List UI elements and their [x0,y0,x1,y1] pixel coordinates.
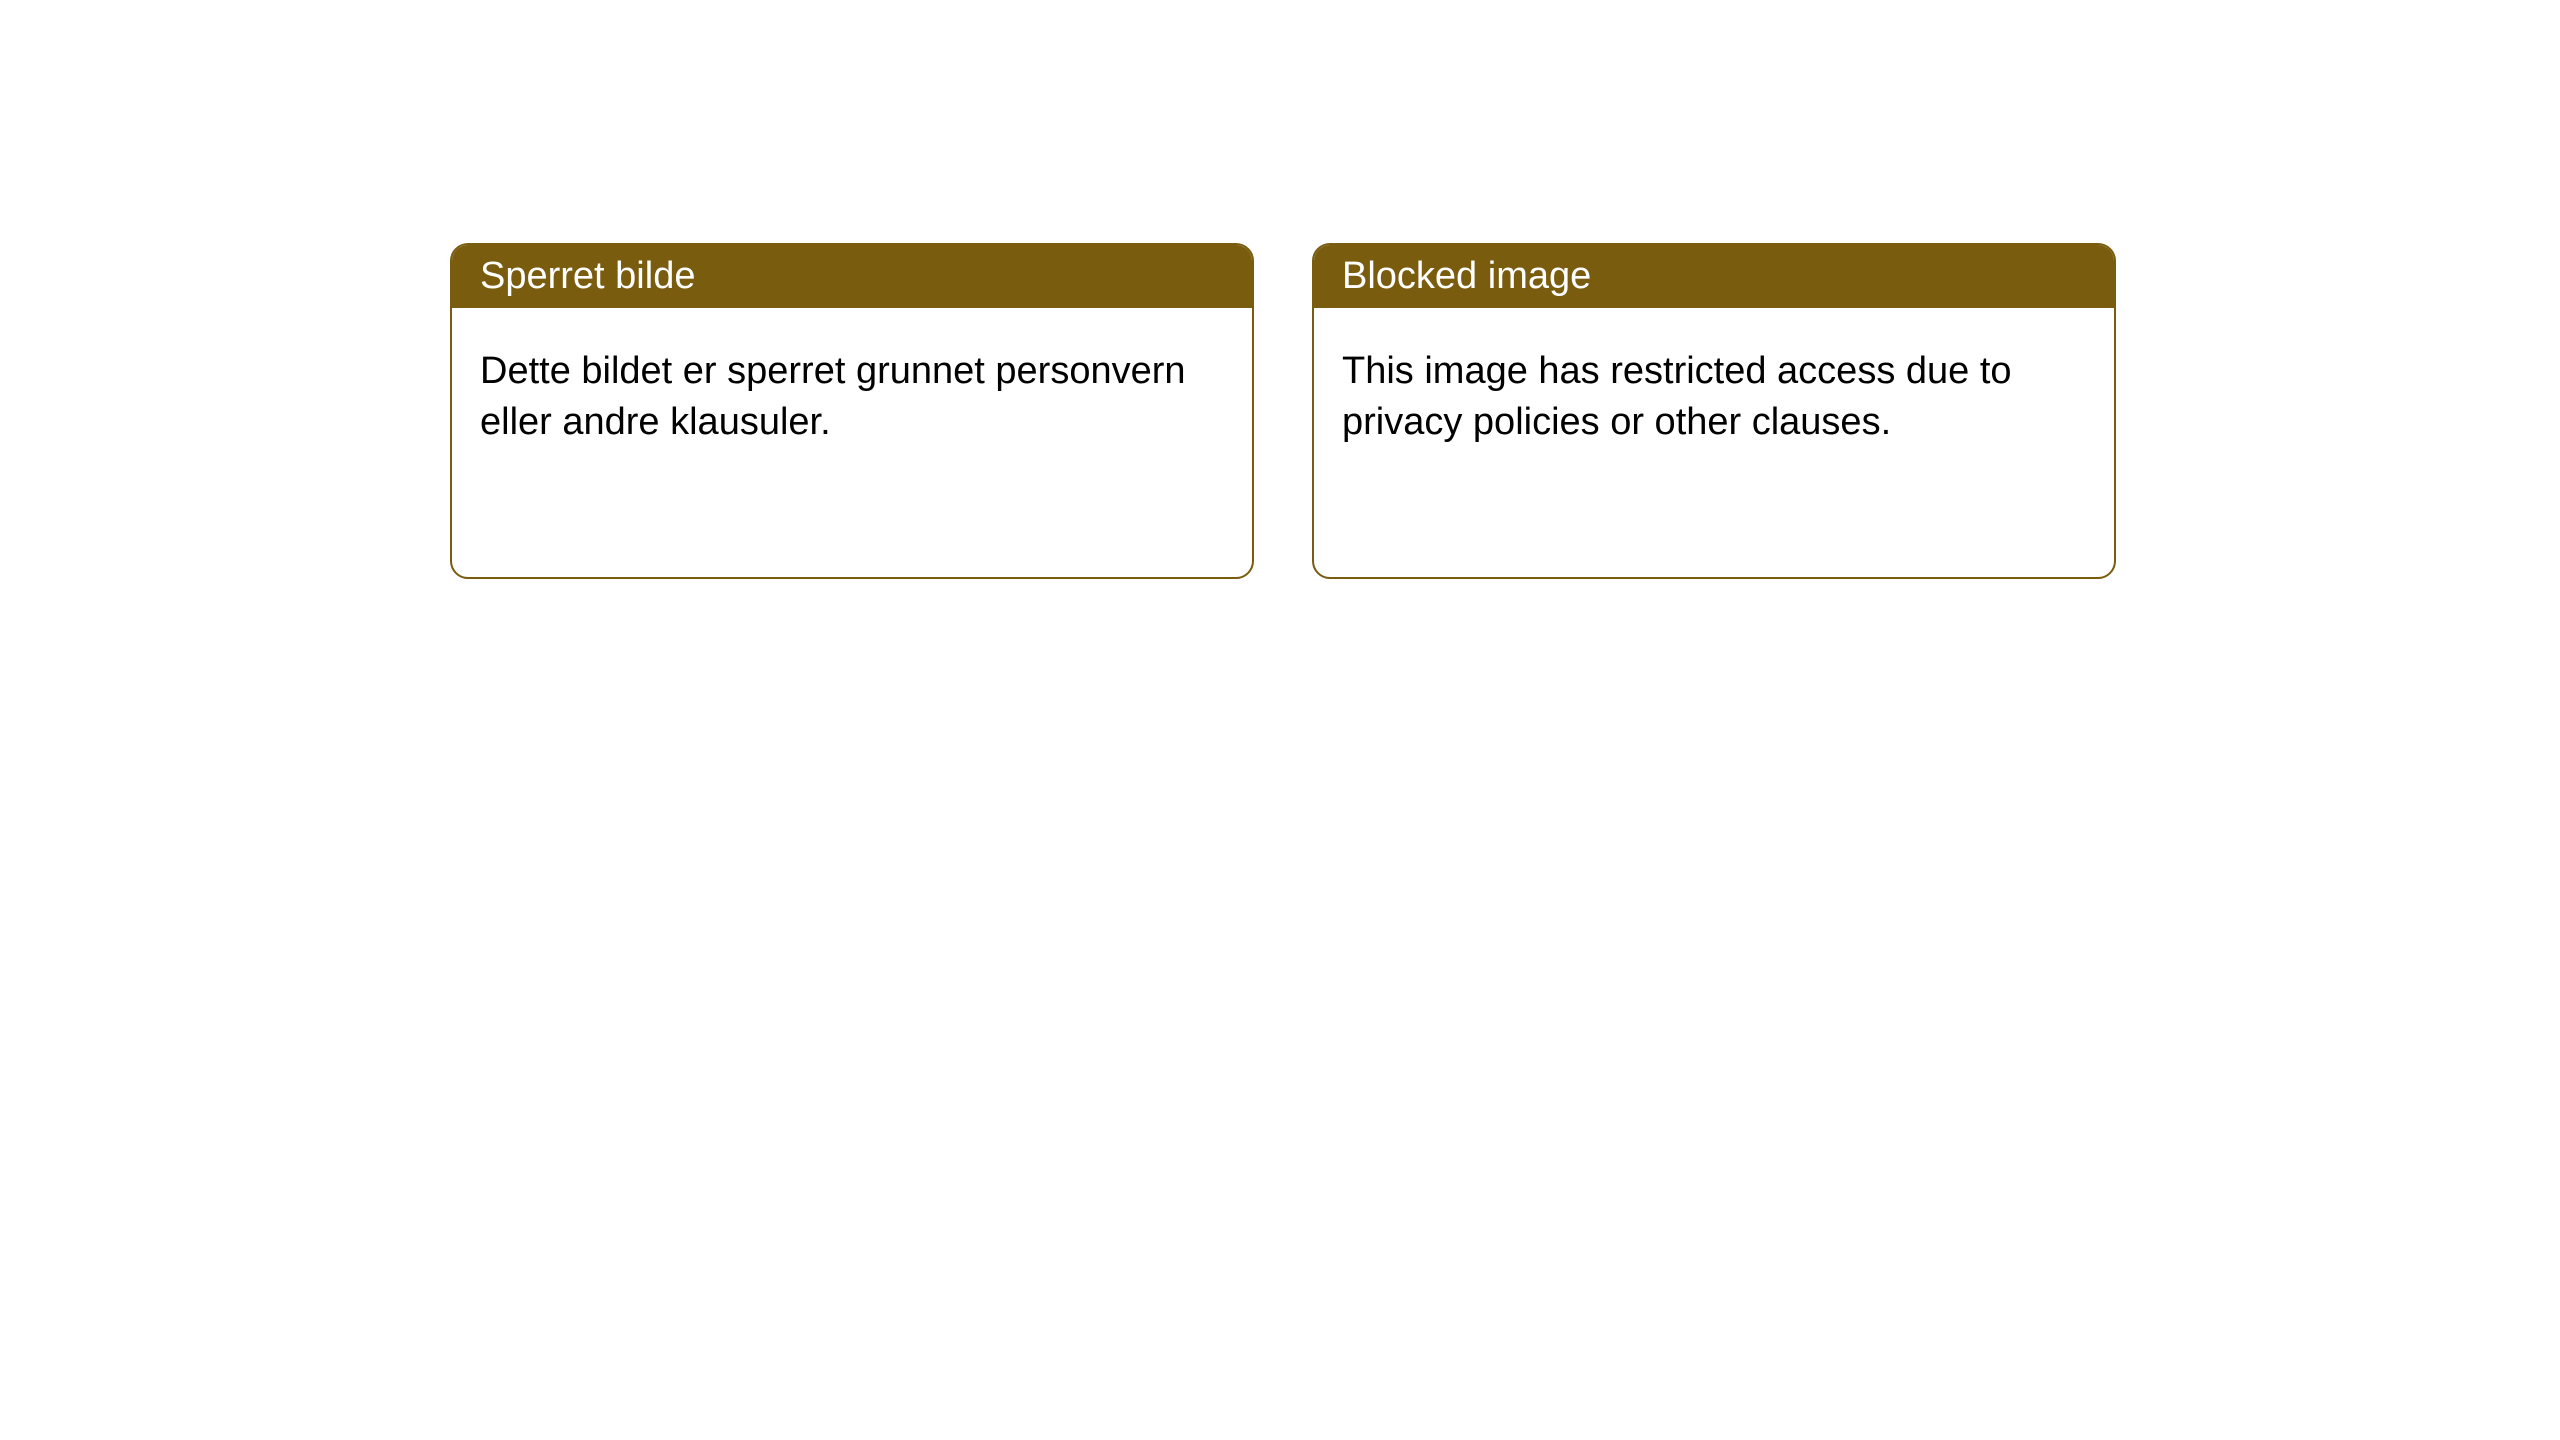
card-header: Blocked image [1314,245,2114,308]
notice-container: Sperret bilde Dette bildet er sperret gr… [0,0,2560,579]
notice-card-english: Blocked image This image has restricted … [1312,243,2116,579]
card-body: This image has restricted access due to … [1314,308,2114,487]
card-body: Dette bildet er sperret grunnet personve… [452,308,1252,487]
card-header: Sperret bilde [452,245,1252,308]
notice-card-norwegian: Sperret bilde Dette bildet er sperret gr… [450,243,1254,579]
